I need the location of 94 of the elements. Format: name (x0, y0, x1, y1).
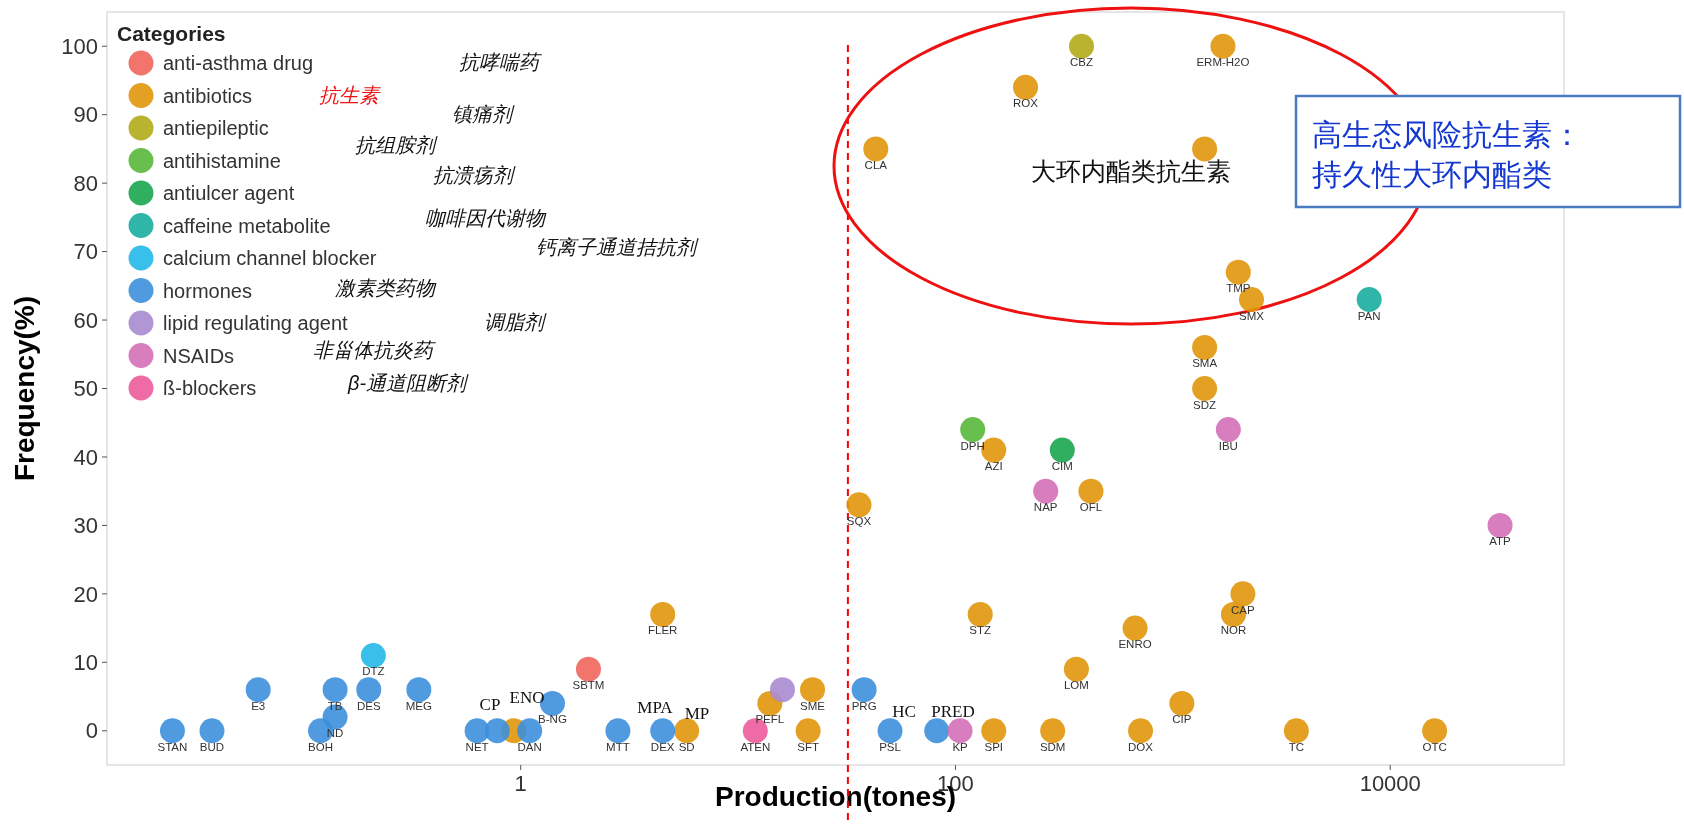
annotation: 持久性大环内酯类 (1312, 157, 1552, 191)
annotation: β-通道阻断剂 (346, 372, 470, 394)
annotation: 抗生素 (319, 84, 381, 106)
annotation: SD (678, 740, 695, 753)
legend-label: ß-blockers (163, 377, 257, 399)
annotation: ATP (1489, 535, 1512, 548)
annotation: MP (684, 703, 710, 723)
y-axis-title: Frequency(%) (9, 295, 40, 482)
annotation: DAN (517, 740, 542, 753)
y-tick-label: 80 (73, 170, 98, 196)
annotation: SDZ (1193, 398, 1217, 411)
annotation: OFL (1079, 501, 1103, 514)
annotation: MTT (606, 740, 630, 753)
annotation: PRG (851, 699, 877, 712)
legend-label: antiulcer agent (163, 182, 295, 204)
annotation: AZI (984, 460, 1003, 473)
annotation: IBU (1218, 439, 1238, 452)
annotation: 调脂剂 (484, 311, 547, 333)
annotation: SME (800, 699, 826, 712)
y-tick-label: 30 (73, 513, 98, 539)
annotation: CIM (1051, 460, 1073, 473)
annotation: NET (465, 740, 489, 753)
annotation: DTZ (362, 665, 385, 678)
annotation: SMA (1192, 357, 1218, 370)
annotation: FLER (648, 624, 678, 637)
annotation: CBZ (1070, 56, 1093, 69)
legend-label: caffeine metabolite (163, 214, 331, 237)
annotation: NAP (1033, 501, 1058, 514)
annotation: SBTM (572, 679, 605, 692)
legend-label: calcium channel blocker (163, 247, 377, 269)
annotation: ERM-H2O (1196, 56, 1250, 69)
annotation: DEX (650, 740, 675, 753)
annotation: STAN (157, 740, 188, 753)
annotation: SDM (1039, 740, 1066, 753)
annotation: ATEN (740, 740, 771, 753)
annotation: KP (952, 740, 969, 753)
y-tick-label: 70 (73, 239, 98, 265)
annotation: 抗溃疡剂 (433, 164, 516, 186)
legend-label: lipid regulating agent (163, 312, 349, 334)
annotation: BOH (308, 740, 333, 753)
annotation: LOM (1063, 679, 1089, 692)
y-tick-label: 20 (73, 581, 98, 607)
annotation: SPI (984, 740, 1004, 753)
annotation: 抗组胺剂 (355, 134, 438, 156)
legend-label: antihistamine (163, 149, 281, 172)
y-tick-label: 0 (85, 718, 98, 744)
annotation: MPA (637, 697, 674, 717)
y-tick-label: 40 (73, 444, 98, 470)
annotation: SMX (1239, 309, 1265, 322)
y-tick-label: 50 (73, 376, 98, 402)
annotation: BUD (199, 740, 225, 753)
annotation: STZ (969, 624, 992, 637)
x-tick-label: 10000 (1359, 770, 1421, 796)
annotation: 抗哮喘药 (459, 51, 542, 73)
annotation: CIP (1172, 713, 1192, 726)
annotation: 咖啡因代谢物 (425, 207, 547, 229)
annotation: PAN (1357, 309, 1381, 322)
annotation: SQX (846, 514, 872, 527)
annotation: TC (1288, 740, 1305, 753)
annotation: CP (479, 694, 501, 714)
annotation: ENRO (1118, 638, 1152, 651)
annotation: MEG (405, 699, 432, 712)
y-tick-label: 90 (73, 102, 98, 128)
annotation: ROX (1013, 97, 1039, 110)
annotation: HC (892, 701, 916, 721)
annotation: E3 (251, 699, 266, 712)
legend-label: antiepileptic (163, 117, 269, 139)
x-tick-label: 1 (514, 770, 527, 796)
y-tick-label: 10 (73, 650, 98, 676)
annotation: 镇痛剂 (452, 103, 515, 125)
annotation: B-NG (538, 713, 567, 726)
annotation: DOX (1128, 740, 1154, 753)
legend-label: NSAIDs (163, 344, 235, 367)
y-tick-label: 60 (73, 307, 98, 333)
legend-label: anti-asthma drug (163, 52, 314, 74)
annotation: DES (356, 699, 381, 712)
annotation: CLA (864, 158, 888, 171)
annotation: ENO (509, 687, 545, 707)
annotation: TMP (1226, 282, 1251, 295)
annotation: PEFL (755, 713, 785, 726)
annotation: OTC (1422, 740, 1447, 753)
annotation: 激素类药物 (335, 277, 437, 299)
annotation: NOR (1220, 624, 1247, 637)
annotation: PRED (931, 701, 975, 721)
legend-label: antibiotics (163, 84, 252, 107)
legend-label: hormones (163, 279, 252, 302)
annotation: 钙离子通道拮抗剂 (536, 236, 699, 258)
annotation: PSL (879, 740, 902, 753)
annotation: SFT (797, 740, 819, 753)
annotation: 非甾体抗炎药 (313, 339, 436, 361)
annotation: 大环内酯类抗生素 (1031, 156, 1231, 185)
legend-title: Categories (117, 22, 226, 46)
annotation: 高生态风险抗生素： (1312, 117, 1582, 151)
y-tick-label: 100 (61, 33, 98, 59)
